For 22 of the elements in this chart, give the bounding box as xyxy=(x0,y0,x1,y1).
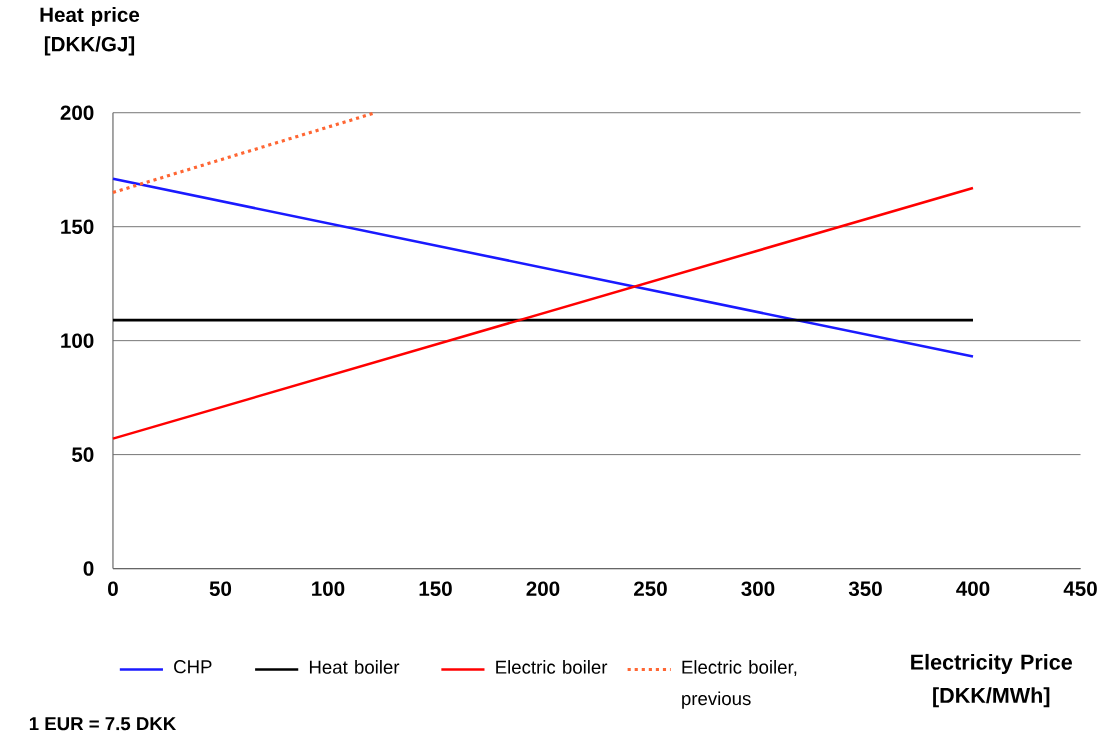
x-tick-label: 300 xyxy=(741,581,775,596)
x-tick-label: 0 xyxy=(108,581,118,596)
y-tick-label: 50 xyxy=(72,447,94,462)
y-tick-label: 100 xyxy=(61,333,94,348)
y-tick-label: 150 xyxy=(61,219,94,234)
x-tick-label: 250 xyxy=(634,581,667,596)
x-tick-label: 400 xyxy=(956,581,990,596)
x-tick-label: 50 xyxy=(209,581,232,596)
legend-label: Heat boiler xyxy=(309,660,400,674)
text: 1 EUR = 7.5 DKK xyxy=(29,717,177,731)
y-tick-label: 0 xyxy=(83,561,94,576)
x-tick-label: 150 xyxy=(419,581,452,596)
x-tick-label: 100 xyxy=(312,581,345,596)
legend-label: Electric boiler, previous xyxy=(682,660,797,709)
y-tick-label: 200 xyxy=(60,105,94,120)
legend-label: CHP xyxy=(174,660,212,674)
x-tick-label: 450 xyxy=(1063,581,1097,596)
x-tick-label: 200 xyxy=(526,581,560,596)
y-axis-title: Heat price [DKK/GJ] xyxy=(40,6,140,56)
legend-label: Electric boiler xyxy=(496,660,608,674)
x-axis-title: Electricity Price [DKK/MWh] xyxy=(911,653,1072,708)
x-tick-label: 350 xyxy=(848,581,882,596)
